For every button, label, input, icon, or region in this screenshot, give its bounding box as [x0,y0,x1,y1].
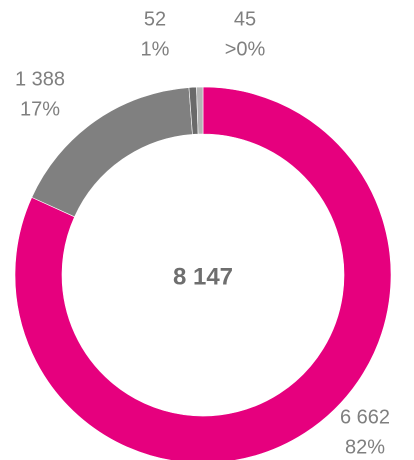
donut [14,86,392,460]
value-label: 52 [144,8,166,30]
value-label: 6 662 [340,406,390,428]
value-label: 1 388 [15,68,65,90]
percent-label: >0% [225,38,266,60]
donut-slice [196,86,204,135]
value-label: 45 [234,8,256,30]
center-total: 8 147 [173,263,233,290]
percent-label: 1% [141,38,170,60]
donut-slice [14,86,392,460]
percent-label: 82% [345,436,385,458]
percent-label: 17% [20,98,60,120]
